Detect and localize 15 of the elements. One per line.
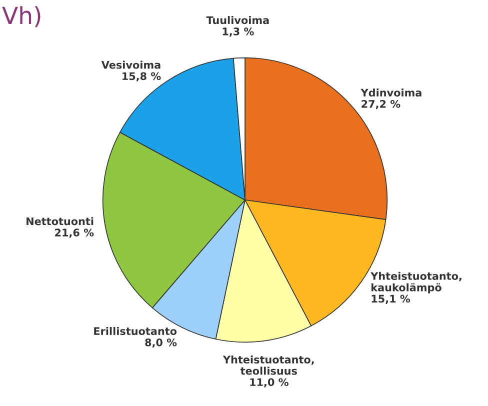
- slice-label: Tuulivoima: [206, 16, 269, 24]
- data-label: 1,3 %: [222, 27, 254, 37]
- slice-label: Erillistuotanto: [94, 326, 177, 336]
- data-label: 21,6 %: [55, 228, 94, 238]
- chart-title: Vh): [2, 6, 40, 28]
- slice-label: Yhteistuotanto, kaukolämpö: [370, 272, 462, 294]
- slice-label: Ydinvoima: [360, 88, 422, 97]
- data-label: 27,2 %: [362, 100, 400, 110]
- data-label: 15,8 %: [122, 72, 161, 82]
- data-label: 8,0 %: [145, 338, 177, 348]
- slice-label: Yhteistuotanto, teollisuus: [222, 355, 314, 375]
- slice-label: Nettotuonti: [26, 217, 94, 226]
- slice-label: Vesivoima: [101, 60, 160, 69]
- data-label: 15,1 %: [372, 294, 410, 304]
- data-label: 11,0 %: [250, 378, 288, 388]
